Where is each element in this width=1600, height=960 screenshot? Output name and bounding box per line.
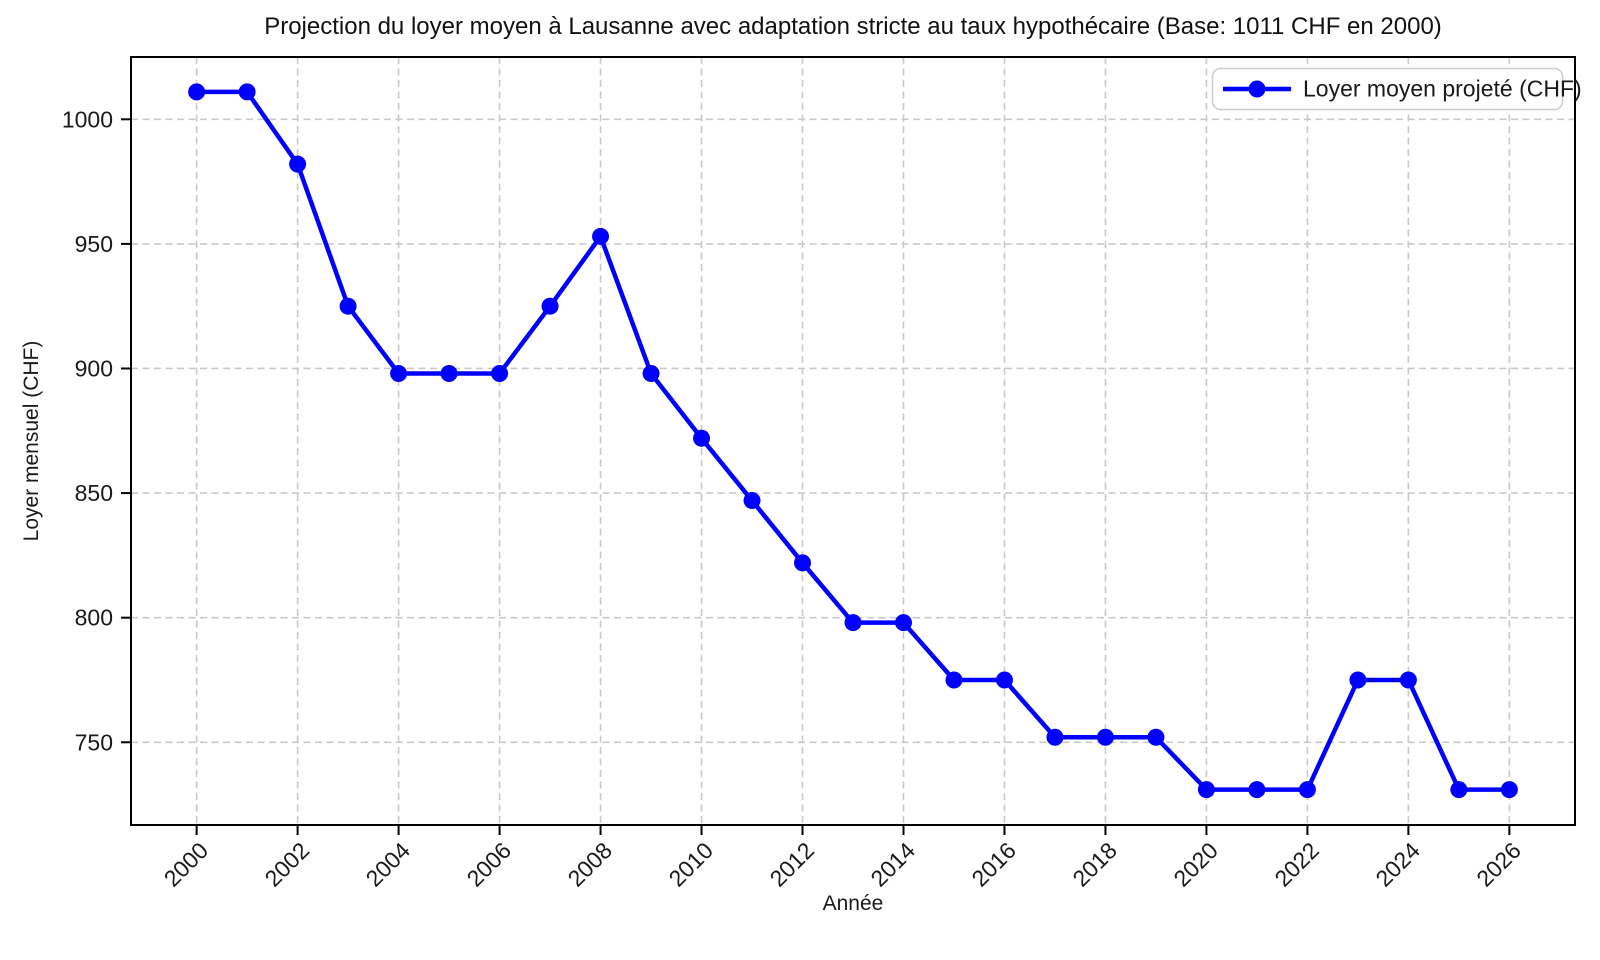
- data-point-marker: [1298, 781, 1316, 799]
- x-tick-label: 2006: [462, 837, 517, 892]
- data-point-marker: [1096, 728, 1114, 746]
- x-tick-label: 2016: [966, 837, 1021, 892]
- data-point-marker: [1248, 781, 1266, 799]
- y-ticks: [121, 118, 131, 744]
- data-point-marker: [894, 614, 912, 632]
- data-point-marker: [339, 297, 357, 315]
- x-tick-label: 2010: [663, 837, 718, 892]
- data-point-marker: [844, 614, 862, 632]
- x-tick-label: 2022: [1269, 837, 1324, 892]
- data-point-marker: [945, 671, 963, 689]
- data-point-marker: [491, 364, 509, 382]
- data-point-marker: [289, 155, 307, 173]
- data-point-marker: [440, 364, 458, 382]
- y-tick-labels: 750 800 850 900 950 1000: [62, 106, 113, 755]
- y-gridlines: [131, 118, 1575, 744]
- x-ticks: [195, 825, 1511, 835]
- series-line: [194, 89, 1512, 792]
- data-point-marker: [1197, 781, 1215, 799]
- x-gridlines: [195, 57, 1511, 825]
- x-tick-label: 2018: [1067, 837, 1122, 892]
- legend: Loyer moyen projeté (CHF): [1211, 67, 1582, 111]
- x-tick-label: 2014: [865, 837, 920, 892]
- y-tick-label: 900: [75, 355, 113, 381]
- data-point-marker: [693, 429, 711, 447]
- data-point-marker: [794, 554, 812, 572]
- y-axis-label: Loyer mensuel (CHF): [20, 341, 43, 542]
- data-point-marker: [1399, 671, 1417, 689]
- data-point-marker: [743, 492, 761, 510]
- x-tick-labels: 2000 2002 2004 2006 2008 2010 2012 2014 2016 2018…: [159, 837, 1526, 892]
- data-point-marker: [592, 227, 610, 245]
- x-tick-label: 2024: [1370, 837, 1425, 892]
- data-point-marker: [541, 297, 559, 315]
- data-point-marker: [1147, 728, 1165, 746]
- x-tick-label: 2002: [260, 837, 315, 892]
- legend-box: [1211, 67, 1564, 111]
- data-point-marker: [238, 83, 256, 101]
- x-tick-label: 2008: [563, 837, 618, 892]
- data-point-marker: [1500, 781, 1518, 799]
- series-markers: [188, 83, 1518, 799]
- y-tick-label: 950: [75, 231, 113, 257]
- y-tick-label: 850: [75, 480, 113, 506]
- x-axis-label: Année: [823, 892, 884, 915]
- data-point-marker: [995, 671, 1013, 689]
- chart-title: Projection du loyer moyen à Lausanne ave…: [264, 13, 1442, 40]
- legend-marker-sample: [1248, 80, 1266, 98]
- data-point-marker: [1450, 781, 1468, 799]
- data-point-marker: [1349, 671, 1367, 689]
- x-tick-label: 2000: [159, 837, 214, 892]
- data-point-marker: [390, 364, 408, 382]
- y-tick-label: 1000: [62, 106, 113, 132]
- data-point-marker: [1046, 728, 1064, 746]
- data-point-marker: [642, 364, 660, 382]
- series-polyline: [194, 89, 1512, 792]
- legend-label: Loyer moyen projeté (CHF): [1303, 76, 1582, 102]
- x-tick-label: 2004: [361, 837, 416, 892]
- plot-border: [130, 56, 1576, 826]
- y-tick-label: 750: [75, 729, 113, 755]
- x-tick-label: 2026: [1471, 837, 1526, 892]
- data-point-marker: [188, 83, 206, 101]
- x-tick-label: 2012: [764, 837, 819, 892]
- y-tick-label: 800: [75, 605, 113, 631]
- x-tick-label: 2020: [1168, 837, 1223, 892]
